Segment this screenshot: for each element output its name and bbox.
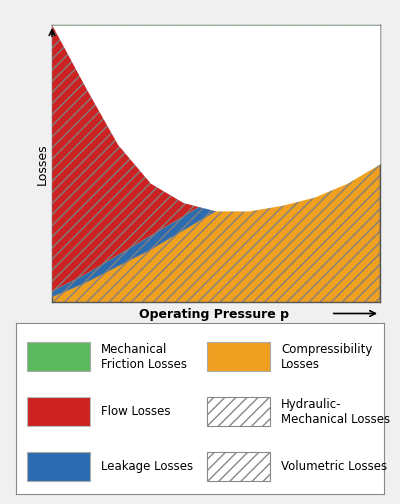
Text: Flow Losses: Flow Losses [101,405,170,418]
Text: Hydraulic-
Mechanical Losses: Hydraulic- Mechanical Losses [281,398,390,426]
Text: Operating Pressure p: Operating Pressure p [139,308,289,322]
Text: Volumetric Losses: Volumetric Losses [281,460,387,473]
Bar [27,452,90,481]
Y-axis label: Losses: Losses [36,143,49,184]
Text: Leakage Losses: Leakage Losses [101,460,193,473]
Bar [207,397,270,426]
Bar [207,342,270,371]
Text: Mechanical
Friction Losses: Mechanical Friction Losses [101,343,187,371]
Bar [207,452,270,481]
Text: Compressibility
Losses: Compressibility Losses [281,343,372,371]
Bar [27,397,90,426]
Bar [27,342,90,371]
